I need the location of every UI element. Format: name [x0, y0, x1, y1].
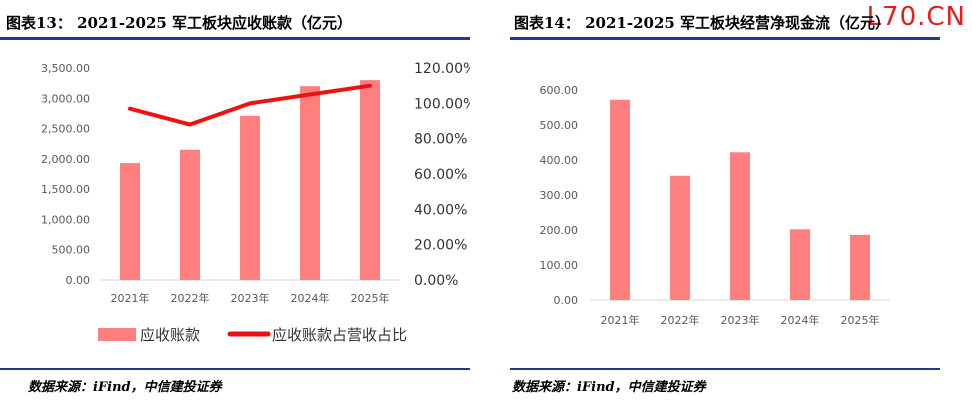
y-axis-tick-label: 400.00 — [540, 154, 579, 167]
x-axis-tick-label: 2023年 — [721, 313, 760, 327]
receivables-bar — [300, 86, 320, 280]
y-axis-tick-label: 500.00 — [52, 244, 91, 257]
y-axis-tick-label: 100.00 — [540, 259, 579, 272]
left-bottom-rule — [0, 368, 470, 370]
operating-cashflow-chart: 0.00 100.00 200.00 300.00 400.00 500.00 600.00… — [540, 84, 890, 327]
right-bottom-rule — [510, 368, 940, 370]
x-axis-tick-label: 2024年 — [781, 313, 820, 327]
right-figure-panel: 图表14： 2021-2025 军工板块经营净现金流（亿元） 0.00 100.0… — [510, 0, 972, 406]
right-figure-title: 图表14： 2021-2025 军工板块经营净现金流（亿元） — [514, 14, 891, 32]
legend-bar-swatch — [98, 328, 136, 341]
y-axis-tick-label: 1,500.00 — [41, 183, 90, 196]
y2-axis-tick-label: 80.00% — [414, 132, 467, 148]
y-axis-tick-label: 200.00 — [540, 224, 579, 237]
receivables-ratio-line — [128, 83, 372, 127]
cashflow-bar — [670, 175, 690, 300]
y-axis-tick-label: 1,000.00 — [41, 213, 90, 226]
receivables-bar — [180, 149, 200, 280]
x-axis-tick-label: 2024年 — [291, 291, 330, 305]
y2-axis-tick-label: 100.00% — [414, 96, 470, 112]
cashflow-bar — [790, 229, 810, 300]
receivables-bar — [240, 115, 260, 280]
y-axis-tick-label: 0.00 — [66, 274, 91, 287]
x-axis-tick-label: 2023年 — [231, 291, 270, 305]
x-axis-tick-label: 2021年 — [111, 291, 150, 305]
cashflow-bar — [850, 234, 870, 300]
y-axis-tick-label: 0.00 — [554, 294, 579, 307]
y-axis-tick-label: 500.00 — [540, 119, 579, 132]
site-watermark: L70.CN — [866, 2, 966, 32]
right-source-note: 数据来源：iFind，中信建投证券 — [512, 380, 706, 395]
y2-axis-tick-label: 120.00% — [414, 61, 470, 77]
y-axis-tick-label: 3,000.00 — [41, 92, 90, 105]
x-axis-tick-label: 2025年 — [351, 291, 390, 305]
cashflow-bar — [730, 152, 750, 300]
y2-axis-tick-label: 60.00% — [414, 167, 467, 183]
receivables-chart: 0.00 500.00 1,000.00 1,500.00 2,000.00 2,500.… — [41, 61, 470, 344]
right-title-rule — [510, 37, 940, 40]
left-figure-title: 图表13： 2021-2025 军工板块应收账款（亿元） — [6, 14, 353, 32]
y-axis-tick-label: 300.00 — [540, 189, 579, 202]
legend-bar-label: 应收账款 — [140, 326, 200, 344]
y-axis-tick-label: 2,500.00 — [41, 123, 90, 136]
x-axis-tick-label: 2025年 — [841, 313, 880, 327]
y2-axis-tick-label: 20.00% — [414, 238, 467, 254]
y2-axis-tick-label: 0.00% — [414, 273, 458, 289]
y-axis-tick-label: 2,000.00 — [41, 153, 90, 166]
cashflow-bar — [610, 99, 630, 300]
receivables-bar — [360, 80, 380, 280]
legend-line-label: 应收账款占营收占比 — [272, 326, 407, 344]
left-figure-panel: 图表13： 2021-2025 军工板块应收账款（亿元） 0.00 500.00 1… — [0, 0, 470, 406]
left-source-note: 数据来源：iFind，中信建投证券 — [28, 380, 222, 395]
receivables-bar — [120, 163, 140, 280]
left-title-rule — [0, 37, 470, 40]
y-axis-tick-label: 600.00 — [540, 84, 579, 97]
x-axis-tick-label: 2021年 — [601, 313, 640, 327]
y2-axis-tick-label: 40.00% — [414, 202, 467, 218]
x-axis-tick-label: 2022年 — [171, 291, 210, 305]
x-axis-tick-label: 2022年 — [661, 313, 700, 327]
y-axis-tick-label: 3,500.00 — [41, 62, 90, 75]
